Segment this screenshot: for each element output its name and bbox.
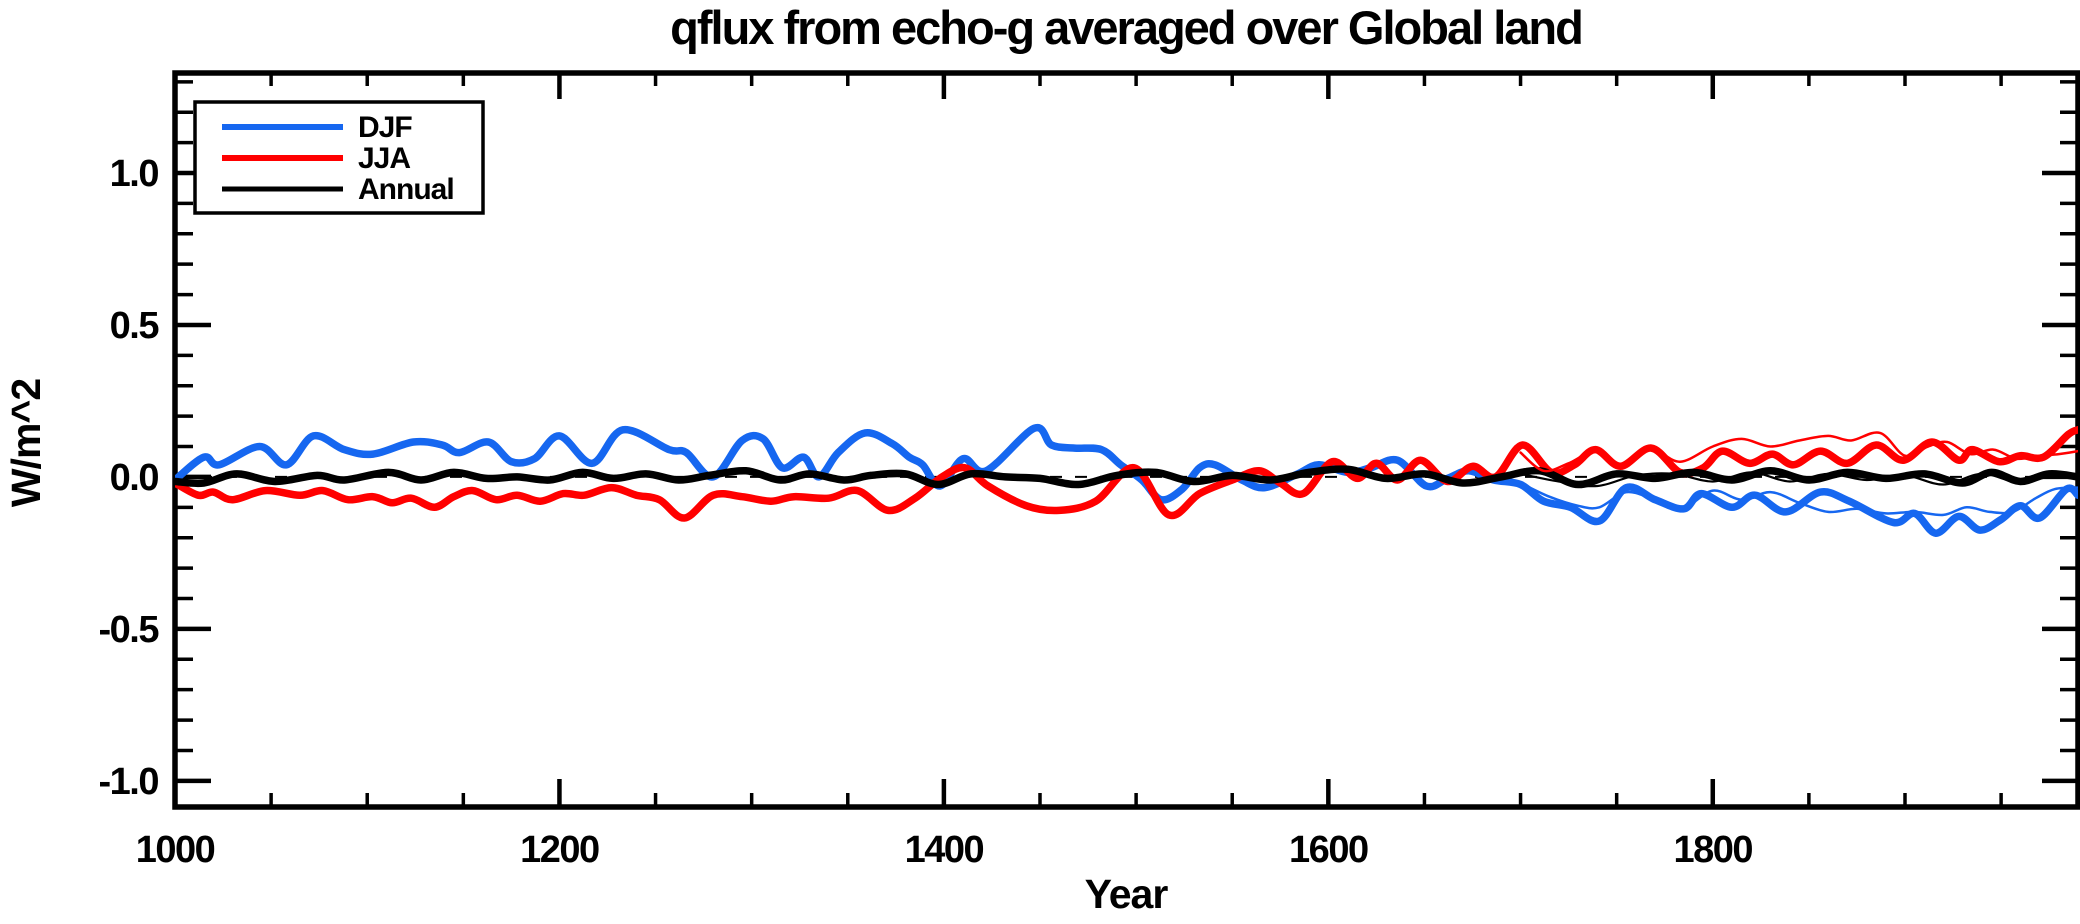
x-tick-label: 1000 bbox=[136, 829, 215, 871]
legend-label-annual: Annual bbox=[358, 173, 454, 206]
data-series bbox=[175, 423, 2078, 537]
legend: DJF JJA Annual bbox=[193, 100, 485, 215]
series-line-jja bbox=[175, 426, 2078, 522]
series-line-jja-member-2 bbox=[1519, 431, 2078, 473]
legend-label-jja: JJA bbox=[358, 142, 410, 175]
y-tick-label: 0.0 bbox=[110, 457, 159, 499]
series-line-djf-member-2 bbox=[1519, 481, 2078, 517]
y-tick-label: -1.0 bbox=[99, 761, 159, 803]
chart-title: qflux from echo-g averaged over Global l… bbox=[670, 1, 1582, 54]
y-tick-label: 1.0 bbox=[110, 153, 159, 195]
series-line-annual bbox=[175, 465, 2078, 489]
axis-tick-labels: 1000 1200 1400 1600 1800 -1.0 -0.5 0.0 0.5 1.0 bbox=[99, 153, 1754, 871]
legend-label-djf: DJF bbox=[358, 111, 412, 144]
series-line-annual-member-2 bbox=[1519, 471, 2078, 488]
y-tick-label: -0.5 bbox=[99, 609, 160, 651]
x-axis-title: Year bbox=[1085, 871, 1169, 917]
x-tick-label: 1400 bbox=[905, 829, 984, 871]
plot-border bbox=[172, 70, 2080, 810]
x-tick-label: 1800 bbox=[1674, 829, 1753, 871]
x-tick-label: 1200 bbox=[520, 829, 599, 871]
x-tick-label: 1600 bbox=[1289, 829, 1368, 871]
y-axis-title: W/m^2 bbox=[3, 379, 49, 507]
y-tick-label: 0.5 bbox=[110, 305, 160, 347]
